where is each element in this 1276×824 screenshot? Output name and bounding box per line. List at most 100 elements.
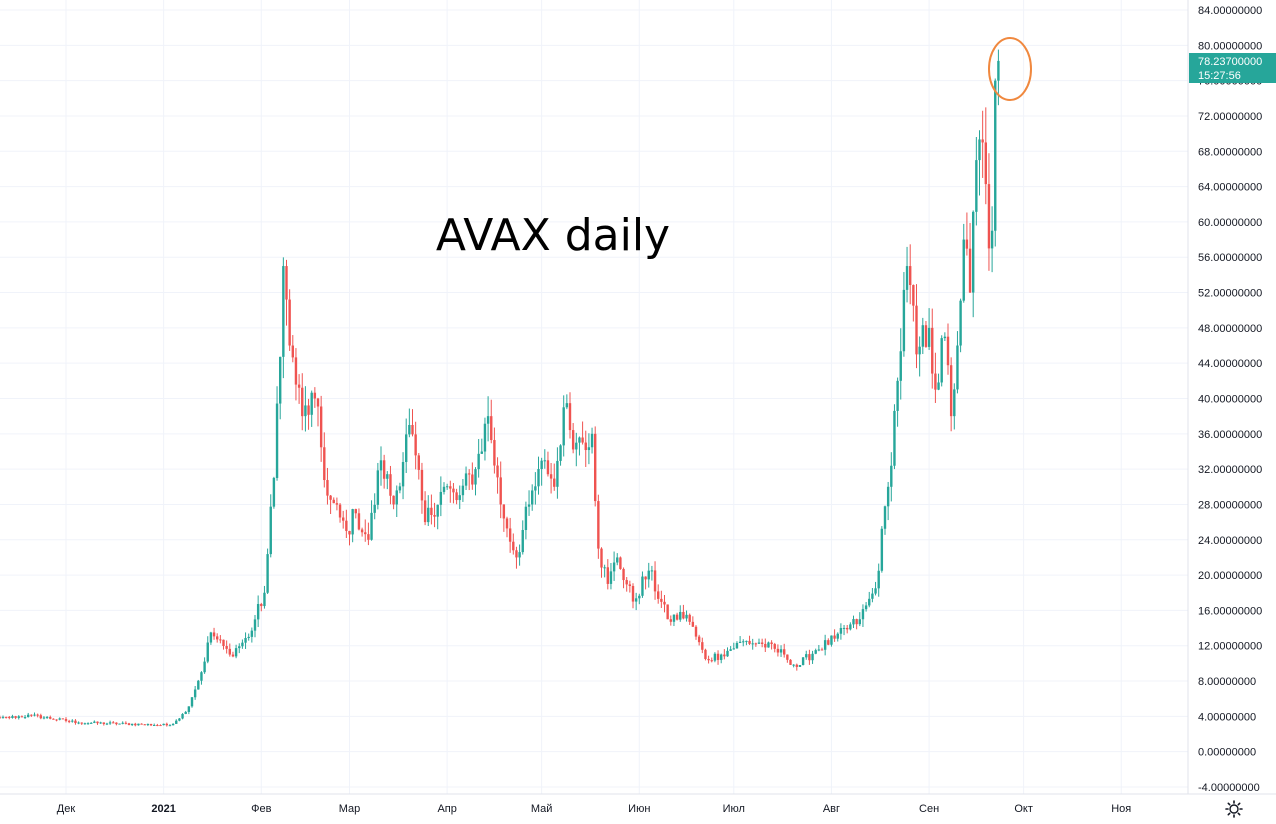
candle [134, 722, 137, 727]
candle [660, 590, 663, 608]
candle-body [253, 619, 257, 631]
candle [839, 623, 843, 640]
candle [99, 721, 102, 724]
candle [219, 635, 222, 644]
candle-body [984, 142, 987, 185]
candle [650, 565, 654, 581]
candle [20, 715, 24, 718]
candle-body [332, 499, 335, 504]
candle-body [190, 697, 194, 707]
plot-area[interactable] [0, 0, 1188, 794]
candle-body [779, 649, 783, 653]
candle-body [140, 723, 143, 725]
candle-body [121, 722, 124, 724]
candle-body [477, 453, 480, 470]
candle-body [216, 636, 219, 640]
candle [924, 321, 928, 348]
candle [58, 717, 61, 721]
candle-body [310, 392, 313, 415]
candle-body [518, 552, 521, 558]
candle-body [502, 504, 506, 519]
candle-body [99, 722, 102, 724]
candle [852, 615, 855, 628]
candle-body [20, 716, 24, 718]
candle [909, 244, 912, 305]
candle-body [323, 447, 326, 481]
candle [987, 153, 991, 271]
candle-body [905, 266, 909, 290]
candle [401, 452, 405, 500]
candle [250, 627, 254, 643]
candle [165, 722, 168, 727]
candle-body [162, 723, 165, 726]
candle [373, 493, 376, 520]
y-tick-label: 16.00000000 [1198, 605, 1262, 617]
candle [864, 602, 868, 612]
candle [222, 639, 225, 650]
candle [427, 495, 430, 527]
candle [631, 583, 635, 609]
last-price-value: 78.23700000 [1198, 56, 1262, 68]
candle [313, 387, 317, 408]
candle-body [143, 724, 146, 726]
candle [798, 665, 802, 667]
settings-gear-icon[interactable] [1225, 800, 1243, 818]
candle [102, 722, 105, 726]
candle-body [291, 345, 294, 358]
candle-body [827, 640, 830, 645]
candle-body [445, 486, 449, 488]
candle-body [625, 580, 628, 585]
price-axis[interactable]: 84.0000000080.0000000076.0000000072.0000… [1198, 5, 1262, 794]
candle [23, 715, 27, 719]
candle-body [74, 720, 77, 724]
candle [216, 633, 219, 643]
candle [830, 635, 833, 647]
candle-body [354, 509, 357, 514]
candle [713, 652, 717, 663]
candle-body [508, 528, 512, 542]
candle [30, 714, 33, 717]
candle [0, 715, 2, 719]
candle-body [968, 248, 972, 293]
candle-body [146, 723, 150, 725]
candle [701, 637, 704, 654]
candle [836, 632, 839, 642]
candle-body [49, 717, 52, 719]
candle [546, 451, 550, 477]
candle-body [915, 305, 918, 355]
candle [571, 423, 575, 454]
candle-body [798, 665, 802, 667]
candle-body [134, 723, 137, 726]
candle [153, 723, 156, 727]
x-tick-label: Мар [339, 803, 361, 815]
candle-body [833, 635, 836, 639]
candle-body [17, 716, 20, 718]
candle-body [751, 643, 754, 645]
y-tick-label: 48.00000000 [1198, 323, 1262, 335]
y-tick-label: 8.00000000 [1198, 676, 1256, 688]
y-tick-label: 56.00000000 [1198, 252, 1262, 264]
candle-body [760, 642, 764, 644]
candle-body [392, 495, 395, 505]
candle-body [918, 346, 921, 355]
candle [225, 640, 228, 654]
candle-body [376, 470, 380, 505]
candle-body [357, 513, 361, 530]
candle [140, 723, 143, 725]
candle-body [697, 636, 701, 643]
candle [301, 373, 304, 431]
candle [282, 257, 285, 379]
candle-body [64, 719, 68, 721]
y-tick-label: 84.00000000 [1198, 5, 1262, 17]
candle [499, 461, 502, 519]
candle-body [480, 451, 483, 454]
candle [814, 648, 817, 655]
candle-body [836, 633, 839, 639]
candle-body [767, 642, 770, 648]
x-tick-label: Дек [57, 803, 76, 815]
candle [244, 632, 247, 649]
candle-body [382, 460, 386, 479]
time-axis[interactable]: Дек 2021 Фев Мар Апр Май Июн Июл Авг Сен Окт Ноя [57, 803, 1131, 815]
candle-body [175, 720, 178, 724]
candle [86, 722, 90, 725]
